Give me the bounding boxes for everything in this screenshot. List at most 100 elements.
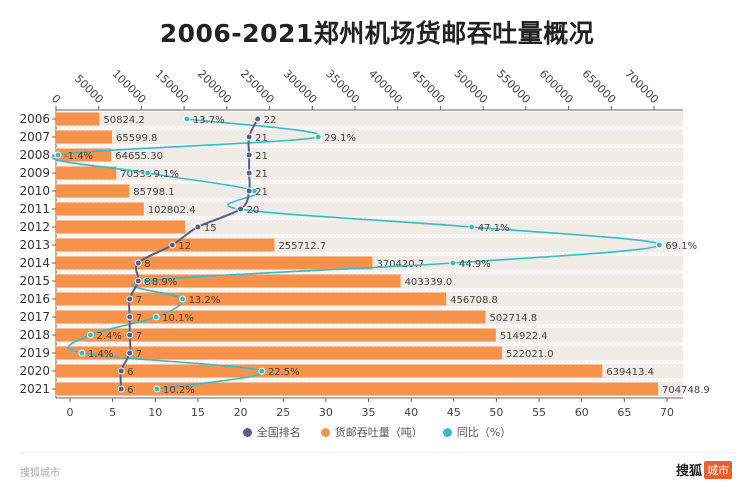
bar-data-label: 50824.2	[103, 115, 144, 126]
bottom-axis-tick-label: 30	[319, 406, 333, 419]
yoy-point	[183, 115, 191, 123]
y-axis-tick-label: 2008	[19, 148, 50, 162]
top-axis-tick-label: 650000	[579, 67, 618, 106]
top-axis-tick-label: 700000	[622, 67, 661, 106]
bar	[56, 112, 100, 126]
rank-point	[245, 133, 253, 141]
yoy-data-label: 10.2%	[163, 385, 195, 396]
bottom-axis-tick-label: 35	[362, 406, 376, 419]
y-axis-tick-label: 2013	[19, 238, 50, 252]
rank-point	[237, 205, 245, 213]
yoy-data-label: 29.1%	[324, 133, 356, 144]
top-axis-tick-label: 150000	[152, 67, 191, 106]
y-axis-tick-label: 2018	[19, 328, 50, 342]
y-axis-tick-label: 2019	[19, 346, 50, 360]
top-axis-tick-label: 450000	[409, 67, 448, 106]
bar-track	[56, 129, 683, 145]
bottom-axis-tick-label: 40	[404, 406, 418, 419]
yoy-data-label: 9.1%	[154, 169, 179, 180]
bar-data-label: 704748.9	[662, 385, 710, 396]
legend-item-yoy[interactable]: 同比（%）	[442, 424, 511, 440]
top-axis-tick-label: 500000	[451, 67, 490, 106]
bar-track	[56, 201, 683, 217]
chart-title: 2006-2021郑州机场货邮吞吐量概况	[159, 19, 595, 48]
y-axis-tick-label: 2017	[19, 310, 50, 324]
legend: 全国排名 货邮吞吐量（吨） 同比（%）	[0, 424, 754, 440]
rank-data-label: 15	[204, 223, 217, 234]
rank-point	[117, 385, 125, 393]
bottom-axis-tick-label: 0	[67, 406, 74, 419]
yoy-point	[449, 259, 457, 267]
yoy-data-label: 2.4%	[96, 331, 121, 342]
rank-point	[194, 223, 202, 231]
yoy-point	[468, 223, 476, 231]
footer-divider	[20, 452, 734, 453]
yoy-point	[153, 385, 161, 393]
bar	[56, 220, 186, 234]
rank-point	[134, 277, 142, 285]
bar-data-label: 502714.8	[489, 313, 537, 324]
yoy-point	[54, 151, 62, 159]
yoy-point	[258, 367, 266, 375]
rank-point	[134, 259, 142, 267]
logo-text: 搜狐	[675, 464, 702, 479]
yoy-point	[78, 349, 86, 357]
yoy-data-label: -1.4%	[64, 151, 93, 162]
bottom-axis-tick-label: 5	[109, 406, 116, 419]
rank-data-label: 12	[178, 241, 191, 252]
rank-data-label: 21	[255, 187, 268, 198]
bar	[56, 292, 447, 306]
yoy-data-label: 69.1%	[665, 241, 697, 252]
top-axis-tick-label: 50000	[72, 72, 106, 106]
legend-label: 货邮吞吐量（吨）	[334, 426, 423, 439]
bottom-axis-tick-label: 65	[617, 406, 631, 419]
legend-item-rank[interactable]: 全国排名	[242, 424, 301, 440]
top-axis-tick-label: 350000	[323, 67, 362, 106]
top-axis-tick-label: 400000	[366, 67, 405, 106]
yoy-data-label: 44.9%	[459, 259, 491, 270]
y-axis-tick-label: 2021	[19, 382, 50, 396]
legend-item-cargo[interactable]: 货邮吞吐量（吨）	[320, 424, 423, 440]
yoy-data-label: 13.2%	[189, 295, 221, 306]
footer-logo: 搜狐 城市	[676, 460, 732, 479]
rank-data-label: 21	[255, 151, 268, 162]
rank-data-label: 22	[264, 115, 277, 126]
rank-data-label: 7	[136, 295, 142, 306]
bottom-axis-tick-label: 20	[234, 406, 248, 419]
bottom-axis-tick-label: 55	[532, 406, 546, 419]
top-axis-tick-label: 250000	[238, 67, 277, 106]
rank-data-label: 7	[136, 313, 142, 324]
bar-data-label: 64655.30	[115, 151, 163, 162]
bar-data-label: 522021.0	[506, 349, 554, 360]
bar-data-label: 85798.1	[133, 187, 174, 198]
yoy-point	[86, 331, 94, 339]
bottom-axis-tick-label: 15	[191, 406, 205, 419]
rank-data-label: 8	[144, 259, 150, 270]
legend-dot-icon	[442, 427, 452, 437]
y-axis-tick-label: 2006	[19, 112, 50, 126]
rank-data-label: 8	[144, 277, 150, 288]
yoy-point	[152, 313, 160, 321]
bar	[56, 130, 113, 144]
rank-point	[126, 331, 134, 339]
yoy-point	[142, 277, 150, 285]
y-axis-tick-label: 2015	[19, 274, 50, 288]
yoy-point	[314, 133, 322, 141]
bar-data-label: 370420.7	[376, 259, 424, 270]
bottom-axis-tick-label: 25	[276, 406, 290, 419]
bar	[56, 184, 130, 198]
yoy-point	[655, 241, 663, 249]
bar	[56, 256, 373, 270]
bar	[56, 166, 117, 180]
bar	[56, 238, 275, 252]
top-axis-tick-label: 200000	[195, 67, 234, 106]
top-axis-tick-label: 550000	[494, 67, 533, 106]
yoy-data-label: 8.9%	[152, 277, 177, 288]
rank-point	[117, 367, 125, 375]
bar	[56, 328, 496, 342]
bar-data-label: 514922.4	[500, 331, 548, 342]
bottom-axis-tick-label: 60	[575, 406, 589, 419]
yoy-point	[179, 295, 187, 303]
yoy-data-label: 1.4%	[88, 349, 113, 360]
yoy-point	[144, 169, 152, 177]
